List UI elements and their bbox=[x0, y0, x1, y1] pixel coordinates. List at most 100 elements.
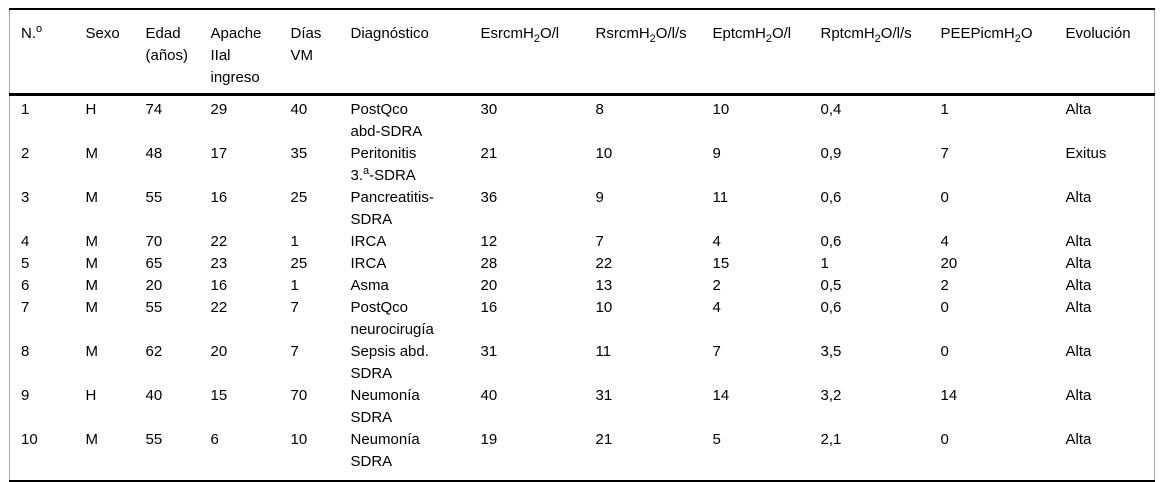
cell: 7 bbox=[940, 145, 949, 162]
cell: M bbox=[85, 277, 99, 294]
cell: 17 bbox=[210, 145, 228, 162]
cell: 40 bbox=[290, 101, 308, 118]
column-header-4: Días VM bbox=[279, 9, 340, 96]
cell: M bbox=[85, 189, 99, 206]
cell: Pancreatitis- SDRA bbox=[350, 189, 434, 228]
cell: 7 bbox=[712, 343, 721, 360]
cell: Alta bbox=[1065, 343, 1092, 360]
column-header-8: EptcmH2O/l bbox=[701, 9, 810, 96]
cell: M bbox=[85, 343, 99, 360]
cell: 0 bbox=[940, 431, 949, 448]
cell: M bbox=[85, 255, 99, 272]
cell: Alta bbox=[1065, 101, 1092, 118]
cell: 65 bbox=[145, 255, 163, 272]
cell: Exitus bbox=[1065, 145, 1107, 162]
cell: Peritonitis 3.a-SDRA bbox=[350, 145, 417, 184]
cell: 28 bbox=[480, 255, 498, 272]
cell: 20 bbox=[145, 277, 163, 294]
cell: 0,5 bbox=[820, 277, 842, 294]
cell: 4 bbox=[712, 233, 721, 250]
column-header-1: Sexo bbox=[74, 9, 135, 96]
cell: 25 bbox=[290, 189, 308, 206]
cell: M bbox=[85, 145, 99, 162]
column-header-10: PEEPicmH2O bbox=[929, 9, 1055, 96]
column-header-0: N.o bbox=[9, 9, 75, 96]
cell: 20 bbox=[940, 255, 958, 272]
cell: 20 bbox=[210, 343, 228, 360]
cell: 14 bbox=[712, 387, 730, 404]
cell: 40 bbox=[480, 387, 498, 404]
cell: M bbox=[85, 299, 99, 316]
cell: 23 bbox=[210, 255, 228, 272]
cell: Alta bbox=[1065, 255, 1092, 272]
cell: 40 bbox=[145, 387, 163, 404]
cell: 0,9 bbox=[820, 145, 842, 162]
column-header-5: Diagnóstico bbox=[339, 9, 470, 96]
table-row: 8 M 62 20 7 Sepsis abd. SDRA 31 11 7 3,5 0 Alta bbox=[10, 341, 1155, 385]
cell: 1 bbox=[21, 101, 30, 118]
cell: 0,6 bbox=[820, 299, 842, 316]
cell: 48 bbox=[145, 145, 163, 162]
cell: 21 bbox=[480, 145, 498, 162]
column-header-9: RptcmH2O/l/s bbox=[809, 9, 930, 96]
cell: 1 bbox=[940, 101, 949, 118]
column-header-3: Apache IIal ingreso bbox=[199, 9, 280, 96]
cell: 70 bbox=[145, 233, 163, 250]
cell: 2 bbox=[940, 277, 949, 294]
cell: 4 bbox=[940, 233, 949, 250]
patients-table: N.o Sexo Edad (años) Apache IIal ingreso Día… bbox=[9, 8, 1155, 482]
cell: 3,2 bbox=[820, 387, 842, 404]
cell: 55 bbox=[145, 189, 163, 206]
cell: 10 bbox=[21, 431, 38, 448]
table-row: 5 M 65 23 25 IRCA 28 22 15 1 20 Alta bbox=[10, 253, 1155, 275]
cell: M bbox=[85, 431, 99, 448]
cell: 0,6 bbox=[820, 189, 842, 206]
cell: 5 bbox=[21, 255, 30, 272]
cell: 10 bbox=[712, 101, 730, 118]
cell: 21 bbox=[595, 431, 613, 448]
column-header-6: EsrcmH2O/l bbox=[469, 9, 585, 96]
cell: 30 bbox=[480, 101, 498, 118]
table-row: 2 M 48 17 35 Peritonitis 3.a-SDRA 21 10 9 0,9 7 Exi… bbox=[10, 143, 1155, 187]
cell: Asma bbox=[350, 277, 389, 294]
table-row: 10 M 55 6 10 Neumonía SDRA 19 21 5 2,1 0 Alta bbox=[10, 429, 1155, 481]
cell: 10 bbox=[595, 145, 613, 162]
cell: 16 bbox=[480, 299, 498, 316]
cell: 9 bbox=[712, 145, 721, 162]
table-row: 1 H 74 29 40 PostQco abd-SDRA 30 8 10 0,4 1 Alta bbox=[10, 95, 1155, 144]
cell: 55 bbox=[145, 299, 163, 316]
cell: 4 bbox=[21, 233, 30, 250]
table-row: 6 M 20 16 1 Asma 20 13 2 0,5 2 Alta bbox=[10, 275, 1155, 297]
cell: 22 bbox=[210, 233, 228, 250]
table-row: 3 M 55 16 25 Pancreatitis- SDRA 36 9 11 0,6 0 Alta bbox=[10, 187, 1155, 231]
column-header-7: RsrcmH2O/l/s bbox=[584, 9, 702, 96]
cell: 55 bbox=[145, 431, 163, 448]
cell: 29 bbox=[210, 101, 228, 118]
table-row: 9 H 40 15 70 Neumonía SDRA 40 31 14 3,2 14 Alta bbox=[10, 385, 1155, 429]
cell: Alta bbox=[1065, 277, 1092, 294]
cell: 1 bbox=[820, 255, 829, 272]
cell: 15 bbox=[210, 387, 228, 404]
cell: Neumonía SDRA bbox=[350, 387, 420, 426]
cell: 10 bbox=[595, 299, 613, 316]
cell: 4 bbox=[712, 299, 721, 316]
cell: 2 bbox=[21, 145, 30, 162]
cell: H bbox=[85, 101, 97, 118]
cell: 0 bbox=[940, 343, 949, 360]
cell: 13 bbox=[595, 277, 613, 294]
cell: 22 bbox=[210, 299, 228, 316]
cell: 0 bbox=[940, 189, 949, 206]
cell: M bbox=[85, 233, 99, 250]
table-header-row: N.o Sexo Edad (años) Apache IIal ingreso Día… bbox=[9, 9, 1155, 96]
cell: 7 bbox=[595, 233, 604, 250]
cell: IRCA bbox=[350, 233, 387, 250]
cell: 7 bbox=[290, 299, 299, 316]
cell: 9 bbox=[595, 189, 604, 206]
cell: 22 bbox=[595, 255, 613, 272]
cell: 7 bbox=[21, 299, 30, 316]
cell: PostQco neurocirugía bbox=[350, 299, 434, 338]
cell: Alta bbox=[1065, 431, 1092, 448]
cell: 36 bbox=[480, 189, 498, 206]
cell: 74 bbox=[145, 101, 163, 118]
cell: 1 bbox=[290, 277, 299, 294]
